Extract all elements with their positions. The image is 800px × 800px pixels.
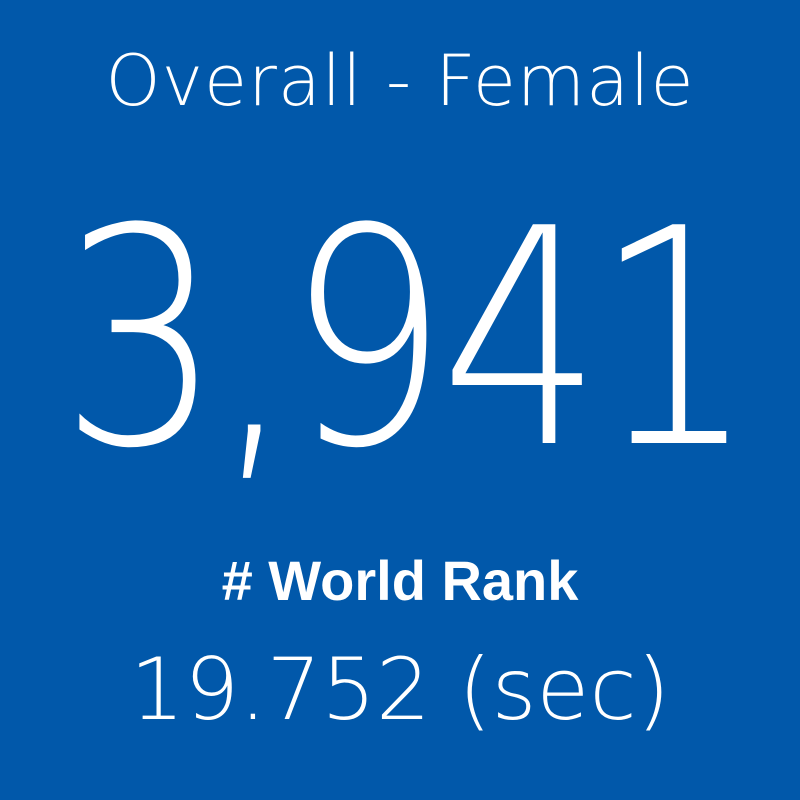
title: Overall - Female — [105, 40, 695, 122]
rank-label: # World Rank — [221, 549, 579, 612]
rank-value: 3,941 — [60, 165, 756, 514]
time-value: 19.752 (sec) — [129, 640, 671, 740]
